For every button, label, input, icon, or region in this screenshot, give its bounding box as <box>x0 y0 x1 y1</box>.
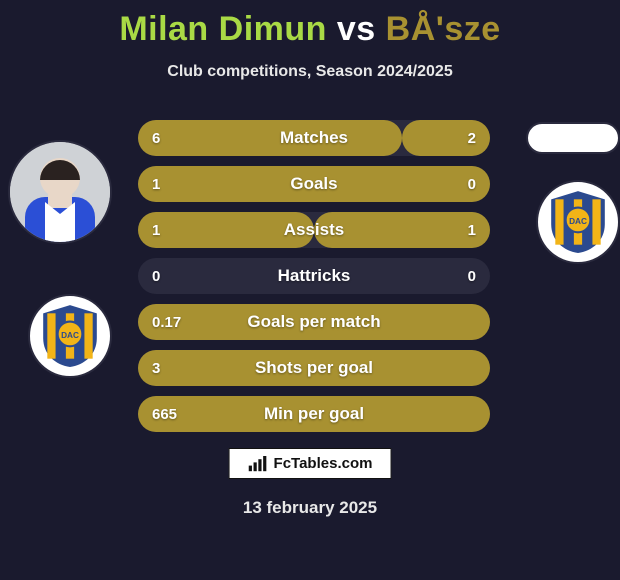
stats-bars: 62Matches 10Goals 11Assists 00Hattricks 0.17… <box>138 120 490 442</box>
vs-text: vs <box>337 10 376 48</box>
stat-row: 3Shots per goal <box>138 350 490 386</box>
stat-row: 62Matches <box>138 120 490 156</box>
svg-text:DAC: DAC <box>569 217 587 226</box>
watermark[interactable]: FcTables.com <box>229 448 392 479</box>
stat-label: Hattricks <box>138 258 490 294</box>
svg-text:DAC: DAC <box>61 331 79 340</box>
stat-row: 00Hattricks <box>138 258 490 294</box>
stat-label: Assists <box>138 212 490 248</box>
page-title: Milan Dimun vs BÅ'sze <box>0 0 620 49</box>
player1-name: Milan Dimun <box>119 10 327 48</box>
stat-row: 0.17Goals per match <box>138 304 490 340</box>
watermark-text: FcTables.com <box>274 455 373 472</box>
player1-avatar <box>8 140 112 244</box>
club-crest-icon: DAC <box>37 303 103 369</box>
player2-avatar <box>526 122 620 154</box>
stat-label: Goals <box>138 166 490 202</box>
subtitle: Club competitions, Season 2024/2025 <box>0 63 620 81</box>
stat-label: Goals per match <box>138 304 490 340</box>
stat-label: Matches <box>138 120 490 156</box>
player1-club-badge: DAC <box>28 294 112 378</box>
club-crest-icon: DAC <box>545 189 611 255</box>
stat-label: Min per goal <box>138 396 490 432</box>
date-text: 13 february 2025 <box>0 498 620 518</box>
stat-row: 10Goals <box>138 166 490 202</box>
player2-name: BÅ'sze <box>386 10 501 48</box>
bars-icon <box>248 456 268 472</box>
stat-row: 665Min per goal <box>138 396 490 432</box>
stat-row: 11Assists <box>138 212 490 248</box>
stat-label: Shots per goal <box>138 350 490 386</box>
player2-club-badge: DAC <box>536 180 620 264</box>
